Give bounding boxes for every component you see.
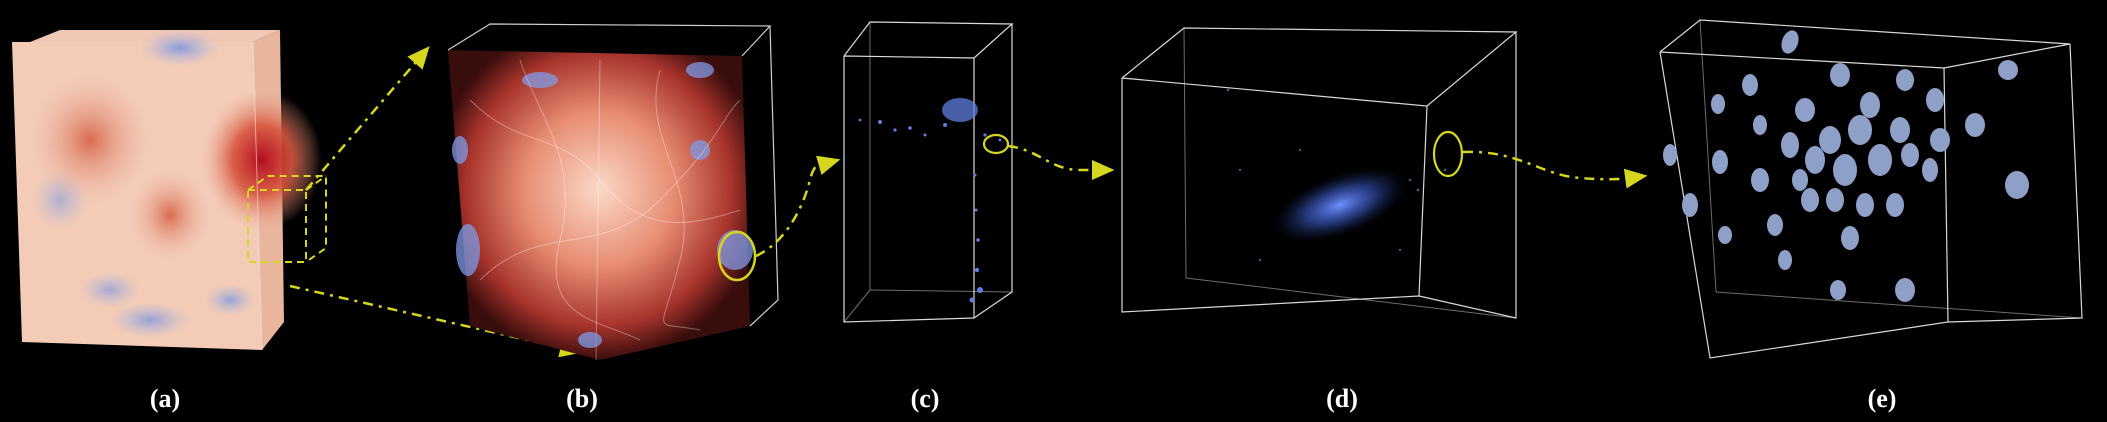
- connector-d-to-e: [1462, 150, 1648, 189]
- connector-b-to-c: [755, 155, 841, 258]
- panel-c-label: (c): [910, 384, 940, 413]
- panel-b-cube: [447, 23, 779, 361]
- panel-e-label: (e): [1867, 384, 1897, 413]
- connector-a-to-b-top: [305, 46, 430, 191]
- panel-a-cube: [12, 30, 327, 351]
- panel-d-box: [1121, 27, 1518, 319]
- panel-e-box: [1659, 19, 2083, 359]
- panel-a-label: (a): [149, 384, 181, 413]
- panel-c-box: [843, 21, 1014, 323]
- panel-d-label: (d): [1326, 384, 1358, 413]
- panel-b-label: (b): [566, 384, 598, 413]
- connector-c-to-d: [1007, 144, 1115, 180]
